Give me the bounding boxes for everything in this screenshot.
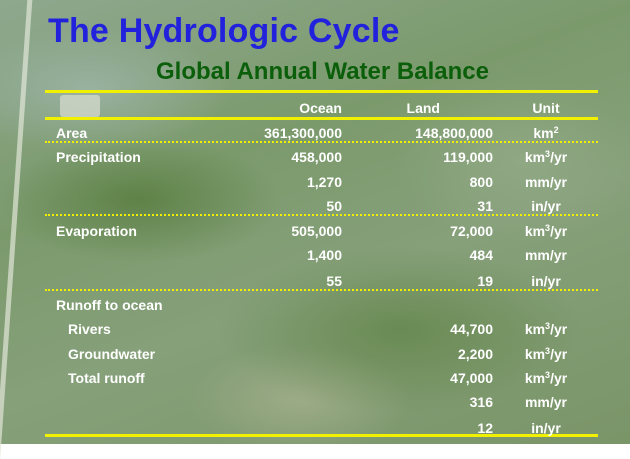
row-label: Rivers bbox=[68, 321, 111, 337]
ocean-value: 458,000 bbox=[291, 149, 342, 165]
slide-subtitle: Global Annual Water Balance bbox=[156, 58, 489, 85]
unit-base: in/yr bbox=[531, 420, 561, 436]
unit-base: km bbox=[533, 125, 554, 141]
unit-value: in/yr bbox=[518, 197, 574, 215]
land-value: 44,700 bbox=[450, 321, 493, 337]
ocean-value: 361,300,000 bbox=[264, 125, 342, 141]
unit-base: km bbox=[524, 321, 546, 337]
land-value: 72,000 bbox=[450, 223, 493, 239]
table-top-rule bbox=[45, 90, 598, 93]
unit-value: km3/yr bbox=[518, 320, 574, 338]
land-value: 119,000 bbox=[443, 149, 493, 165]
land-value: 2,200 bbox=[457, 346, 493, 362]
divider-area bbox=[45, 141, 598, 143]
unit-value: km2 bbox=[518, 124, 574, 142]
land-value: 800 bbox=[469, 174, 493, 190]
row-label: Evaporation bbox=[56, 223, 137, 239]
ocean-value: 1,400 bbox=[306, 247, 342, 263]
table-header-rule bbox=[45, 117, 598, 120]
divider-precipitation bbox=[45, 214, 598, 216]
unit-suffix: /yr bbox=[550, 149, 568, 165]
row-label: Total runoff bbox=[68, 370, 145, 386]
divider-evaporation bbox=[45, 289, 598, 291]
unit-value: mm/yr bbox=[518, 173, 574, 191]
unit-suffix: /yr bbox=[550, 321, 568, 337]
aerial-photo-background bbox=[0, 0, 630, 444]
unit-exponent: 3 bbox=[545, 370, 551, 380]
unit-value: km3/yr bbox=[518, 345, 574, 363]
unit-base: km bbox=[524, 223, 546, 239]
unit-value: in/yr bbox=[518, 272, 574, 290]
unit-value: mm/yr bbox=[518, 393, 574, 411]
unit-value: in/yr bbox=[518, 419, 574, 437]
unit-base: km bbox=[524, 370, 546, 386]
slide-title: The Hydrologic Cycle bbox=[48, 12, 400, 50]
land-value: 12 bbox=[477, 420, 493, 436]
unit-base: km bbox=[524, 149, 546, 165]
unit-suffix: /yr bbox=[550, 370, 568, 386]
unit-exponent: 3 bbox=[545, 346, 551, 356]
row-label: Area bbox=[56, 125, 88, 141]
ocean-value: 50 bbox=[326, 198, 342, 214]
land-value: 148,800,000 bbox=[415, 125, 493, 141]
land-value: 484 bbox=[469, 247, 493, 263]
header-ocean: Ocean bbox=[299, 100, 342, 116]
unit-exponent: 2 bbox=[553, 125, 559, 135]
unit-value: km3/yr bbox=[518, 369, 574, 387]
unit-exponent: 3 bbox=[545, 223, 551, 233]
land-value: 19 bbox=[477, 273, 493, 289]
unit-base: in/yr bbox=[531, 198, 561, 214]
header-land: Land bbox=[406, 100, 440, 116]
unit-base: mm/yr bbox=[524, 394, 568, 410]
background-building bbox=[60, 95, 100, 117]
row-label: Groundwater bbox=[68, 346, 156, 362]
unit-base: mm/yr bbox=[524, 247, 568, 263]
unit-base: km bbox=[524, 346, 546, 362]
ocean-value: 505,000 bbox=[291, 223, 342, 239]
header-unit: Unit bbox=[532, 100, 560, 116]
unit-value: km3/yr bbox=[518, 148, 574, 166]
row-label: Runoff to ocean bbox=[56, 297, 163, 313]
unit-exponent: 3 bbox=[545, 321, 551, 331]
unit-exponent: 3 bbox=[545, 149, 551, 159]
unit-value: km3/yr bbox=[518, 222, 574, 240]
ocean-value: 55 bbox=[326, 273, 342, 289]
row-label: Precipitation bbox=[56, 149, 141, 165]
unit-base: in/yr bbox=[531, 273, 561, 289]
unit-suffix: /yr bbox=[550, 346, 568, 362]
unit-suffix: /yr bbox=[550, 223, 568, 239]
land-value: 31 bbox=[477, 198, 493, 214]
unit-base: mm/yr bbox=[524, 174, 568, 190]
ocean-value: 1,270 bbox=[306, 174, 342, 190]
land-value: 316 bbox=[469, 394, 493, 410]
unit-value: mm/yr bbox=[518, 246, 574, 264]
table-bottom-rule bbox=[45, 434, 598, 437]
land-value: 47,000 bbox=[450, 370, 493, 386]
